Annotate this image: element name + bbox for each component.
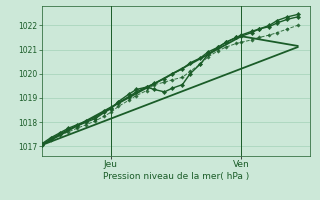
X-axis label: Pression niveau de la mer( hPa ): Pression niveau de la mer( hPa ) (103, 172, 249, 181)
